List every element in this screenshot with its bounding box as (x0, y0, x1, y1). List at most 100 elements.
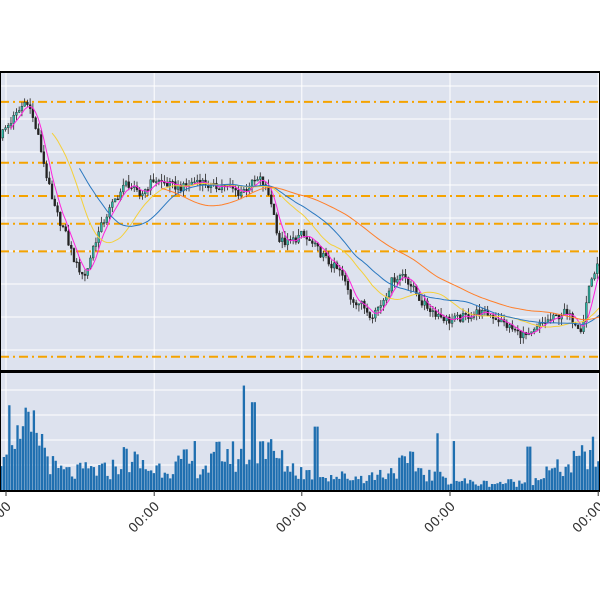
candle (335, 260, 339, 270)
volume-bar (229, 463, 232, 491)
candle-body (127, 181, 130, 188)
volume-bar (420, 468, 423, 491)
candle (239, 185, 243, 200)
candle (346, 278, 350, 295)
volume-bar (27, 411, 30, 491)
volume-bar (275, 457, 278, 491)
volume-bar (136, 454, 139, 491)
candle-body (333, 262, 336, 269)
candle-body (552, 314, 555, 320)
candle (89, 255, 92, 270)
candle-body (218, 188, 221, 191)
volume-bar (324, 477, 327, 491)
volume-bar (561, 476, 565, 491)
volume-bar (444, 477, 447, 491)
volume-bar (537, 480, 540, 491)
candle (278, 230, 281, 243)
candle-body (59, 211, 62, 226)
candle-body (61, 225, 65, 227)
x-tick-label: 00:00 (274, 499, 311, 536)
candle-body (165, 183, 169, 187)
candle-body (56, 205, 59, 213)
candle-body (428, 308, 432, 312)
volume-bar (496, 483, 499, 491)
volume-bar (139, 468, 142, 491)
volume-bar (248, 459, 251, 491)
candle-body (374, 309, 377, 319)
candle-body (155, 181, 158, 183)
candle (1, 129, 4, 141)
candle-body (105, 216, 109, 223)
candle-body (593, 273, 596, 280)
candle-body (456, 314, 459, 317)
price-panel-bg (0, 72, 600, 371)
candle-body (179, 184, 182, 192)
volume-bar (340, 471, 344, 491)
candle (355, 299, 358, 310)
candle (113, 198, 117, 203)
volume-bar (283, 471, 286, 491)
candle-body (448, 316, 451, 324)
volume-bar (286, 466, 289, 491)
candle-body (431, 310, 435, 312)
volume-bar (365, 480, 368, 491)
volume-bar (144, 469, 147, 491)
candle-body (596, 263, 599, 274)
candle-body (500, 319, 503, 323)
candle-body (398, 275, 402, 280)
volume-bar (504, 483, 507, 491)
volume-bar (343, 473, 346, 491)
candle (308, 236, 311, 242)
candle-body (91, 246, 95, 259)
candle-body (475, 309, 478, 315)
volume-bar (218, 441, 221, 491)
x-tick-label: 00:00 (422, 499, 459, 536)
volume-bar (455, 480, 458, 491)
candle-body (26, 102, 29, 105)
candle-body (450, 319, 454, 324)
volume-bar (580, 445, 584, 491)
candle-body (530, 331, 533, 334)
candle-body (171, 181, 174, 183)
candle-body (508, 324, 511, 328)
candle (357, 303, 361, 312)
volume-bar (182, 449, 186, 491)
candle (34, 116, 37, 130)
candle-body (349, 289, 352, 300)
volume-bar (256, 463, 259, 491)
candle (122, 178, 125, 195)
candle (50, 180, 54, 200)
volume-bar (548, 470, 551, 491)
candle (344, 271, 347, 286)
volume-bar (210, 453, 213, 491)
volume-bar (488, 486, 491, 491)
candle-body (587, 285, 591, 303)
volume-bar (204, 465, 207, 491)
volume-bar (469, 479, 472, 491)
candle-body (497, 319, 500, 323)
volume-bar (111, 459, 115, 491)
candle (426, 298, 429, 311)
volume-bar (133, 451, 136, 491)
volume-bar (19, 438, 22, 491)
candle (157, 178, 161, 186)
volume-bar (381, 477, 385, 491)
volume-bar (272, 450, 276, 491)
candle-body (196, 179, 199, 183)
candle-body (516, 329, 519, 332)
candle-body (64, 226, 67, 232)
volume-bar (193, 441, 196, 491)
volume-bar (13, 448, 16, 491)
candle-body (239, 192, 243, 197)
candle (448, 314, 451, 331)
candle-body (138, 189, 141, 196)
volume-bar (278, 458, 281, 491)
candle-body (102, 222, 106, 224)
volume-bar (559, 471, 562, 491)
candle (218, 187, 221, 191)
candle-body (401, 274, 404, 276)
candle (72, 247, 76, 263)
volume-bar (95, 475, 98, 491)
volume-bar (289, 471, 292, 491)
candle (508, 323, 511, 333)
